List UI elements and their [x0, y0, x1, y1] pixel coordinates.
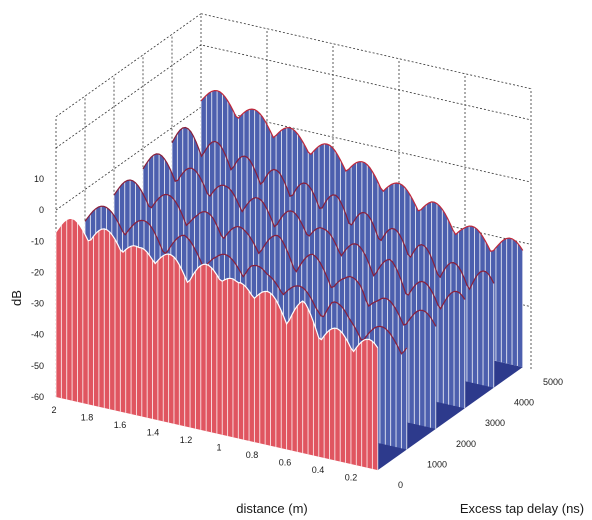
x-tick-1: 1.8: [81, 413, 94, 423]
x-tick-2: 1.6: [114, 420, 127, 430]
x-tick-6: 0.8: [246, 450, 259, 460]
x-tick-5: 1: [216, 443, 221, 453]
x-tick-0: 2: [51, 405, 56, 415]
z-tick-2: -10: [31, 236, 44, 246]
z-axis-label: dB: [9, 290, 24, 306]
z-tick-0: 10: [34, 174, 44, 184]
z-tick-3: -20: [31, 267, 44, 277]
y-tick-2: 2000: [456, 439, 476, 449]
y-axis-label: Excess tap delay (ns): [460, 501, 584, 516]
grid-line-box-0: [55, 13, 202, 118]
front-series: [55, 217, 379, 471]
x-tick-9: 0.2: [345, 473, 358, 483]
y-tick-3: 3000: [485, 418, 505, 428]
x-tick-3: 1.4: [147, 428, 160, 438]
z-tick-7: -60: [31, 392, 44, 402]
z-tick-5: -40: [31, 330, 44, 340]
tick-labels: 10 0 -10 -20 -30 -40 -50 -60 2 1.8 1.6 1.4 1.2 1 0.8 0.…: [31, 174, 563, 490]
front-series-envelope: [55, 217, 379, 353]
x-tick-4: 1.2: [180, 435, 193, 445]
grid-line-box-1: [200, 13, 532, 90]
z-tick-4: -30: [31, 299, 44, 309]
mid-series-3-envelope: [84, 205, 408, 355]
y-tick-1: 1000: [427, 459, 447, 469]
x-tick-8: 0.4: [312, 465, 325, 475]
y-tick-4: 4000: [514, 398, 534, 408]
mid-series-1-envelope: [142, 153, 466, 310]
grid-line-z-3: [55, 44, 532, 149]
mid-series-0-envelope: [171, 126, 495, 291]
x-axis-label: distance (m): [236, 501, 308, 516]
x-tick-7: 0.6: [279, 458, 292, 468]
y-tick-0: 0: [398, 480, 403, 490]
y-tick-5: 5000: [543, 377, 563, 387]
back-series-envelope: [200, 89, 524, 252]
z-tick-1: 0: [39, 205, 44, 215]
mid-series-2-envelope: [113, 179, 437, 327]
z-tick-6: -50: [31, 361, 44, 371]
